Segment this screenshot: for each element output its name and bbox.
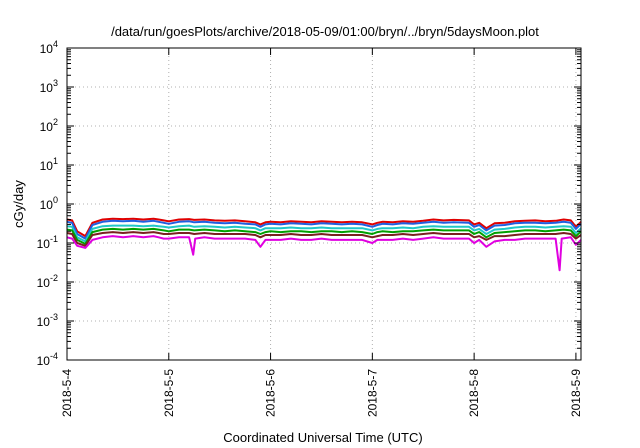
- chart-title: /data/run/goesPlots/archive/2018-05-09/0…: [111, 24, 539, 39]
- y-tick-label: 100: [40, 195, 58, 212]
- y-axis-title: cGy/day: [11, 180, 26, 228]
- y-tick-label: 10-4: [37, 351, 58, 368]
- x-tick-label: 2018-5-4: [60, 369, 74, 417]
- series-line-1: [66, 217, 582, 238]
- y-tick-label: 10-1: [37, 234, 58, 251]
- x-tick-label: 2018-5-7: [365, 369, 379, 417]
- y-tick-label: 101: [40, 156, 58, 173]
- series-line-4: [66, 227, 582, 245]
- y-tick-label: 102: [40, 117, 58, 134]
- x-tick-label: 2018-5-8: [467, 369, 481, 417]
- series-line-3: [66, 224, 582, 243]
- x-tick-label: 2018-5-5: [162, 369, 176, 417]
- y-tick-labels: 10-4 10-3 10-2 10-1 100 101 102 103 104: [37, 39, 58, 368]
- series-layer: [66, 217, 582, 272]
- series-line-2: [66, 219, 582, 240]
- x-axis-title: Coordinated Universal Time (UTC): [223, 430, 422, 445]
- series-line-5: [66, 231, 582, 247]
- series-line-6: [66, 235, 582, 272]
- grid-lines: [67, 48, 581, 360]
- y-tick-label: 103: [40, 78, 58, 95]
- x-tick-label: 2018-5-9: [569, 369, 583, 417]
- y-tick-label: 10-3: [37, 312, 58, 329]
- x-tick-labels: 2018-5-4 2018-5-5 2018-5-6 2018-5-7 2018-5-8…: [60, 369, 583, 417]
- x-tick-label: 2018-5-6: [264, 369, 278, 417]
- y-tick-label: 10-2: [37, 273, 58, 290]
- axis-ticks: [66, 47, 581, 361]
- y-tick-label: 104: [40, 39, 58, 56]
